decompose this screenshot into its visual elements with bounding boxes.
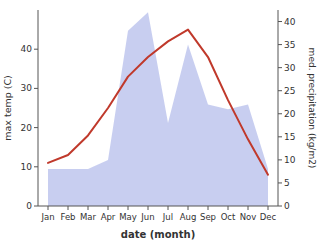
y2-tick-label: 40 [284,17,296,27]
x-tick [108,206,109,210]
y-tick-label: 40 [21,44,33,54]
x-tick-label: Sep [200,212,216,222]
x-tick [188,206,189,210]
axes: 0 10 20 30 40 0 5 10 15 20 25 30 35 40 Jan Feb Mar AprMay… [21,10,296,222]
y2-axis-line [278,10,279,206]
y2-tick-label: 5 [284,178,290,188]
y2-tick-label: 0 [284,201,290,211]
y-axis-title: max temp (C) [2,75,13,141]
y2-tick [278,136,282,137]
y-tick-label: 30 [21,83,33,93]
x-tick-label: Mar [80,212,97,222]
chart-container: 0 10 20 30 40 0 5 10 15 20 25 30 35 40 Jan Feb Mar AprMay… [0,0,318,244]
y-tick [34,88,38,89]
x-axis-line [38,206,278,207]
x-tick [268,206,269,210]
y-tick [34,206,38,207]
y2-tick-label: 15 [284,132,295,142]
y-tick [34,166,38,167]
y2-tick-label: 25 [284,86,295,96]
x-tick-label: Jun [140,212,154,222]
x-tick [228,206,229,210]
x-tick-label: Nov [240,212,257,222]
y2-tick [278,159,282,160]
y2-tick [278,21,282,22]
y-tick-label: 20 [21,123,33,133]
x-tick-label: Apr [101,212,116,222]
y2-tick-label: 30 [284,63,296,73]
x-tick [248,206,249,210]
x-tick [68,206,69,210]
x-tick [168,206,169,210]
y2-tick-label: 35 [284,40,295,50]
plot-area [48,12,268,206]
precipitation-area [48,12,268,206]
x-tick-label: Aug [180,212,197,222]
x-tick [128,206,129,210]
y-tick [34,127,38,128]
x-tick-label: Dec [260,212,277,222]
x-tick-label: May [119,212,137,222]
x-tick-label: Feb [60,212,75,222]
x-tick [148,206,149,210]
temperature-line [48,30,268,175]
y-tick-label: 0 [26,201,32,211]
x-tick-label: Jan [40,212,54,222]
y2-tick-label: 10 [284,155,296,165]
y2-tick-label: 20 [284,109,296,119]
y2-axis-title: med. precipitation (kg/m2) [307,48,317,169]
y-tick [34,49,38,50]
x-axis-title: date (month) [121,229,195,240]
x-tick-label: Jul [162,212,173,222]
x-tick-label: Oct [221,212,236,222]
chart: 0 10 20 30 40 0 5 10 15 20 25 30 35 40 Jan Feb Mar AprMay… [0,0,318,244]
x-tick [208,206,209,210]
y2-tick [278,206,282,207]
y2-tick [278,113,282,114]
x-tick [48,206,49,210]
y-axis-line [38,10,39,206]
page: {"chart_data": {"type": "line", "categor… [0,0,318,244]
x-tick [88,206,89,210]
y2-tick [278,44,282,45]
y2-tick [278,90,282,91]
y-tick-label: 10 [21,162,33,172]
y2-tick [278,67,282,68]
y2-tick [278,182,282,183]
